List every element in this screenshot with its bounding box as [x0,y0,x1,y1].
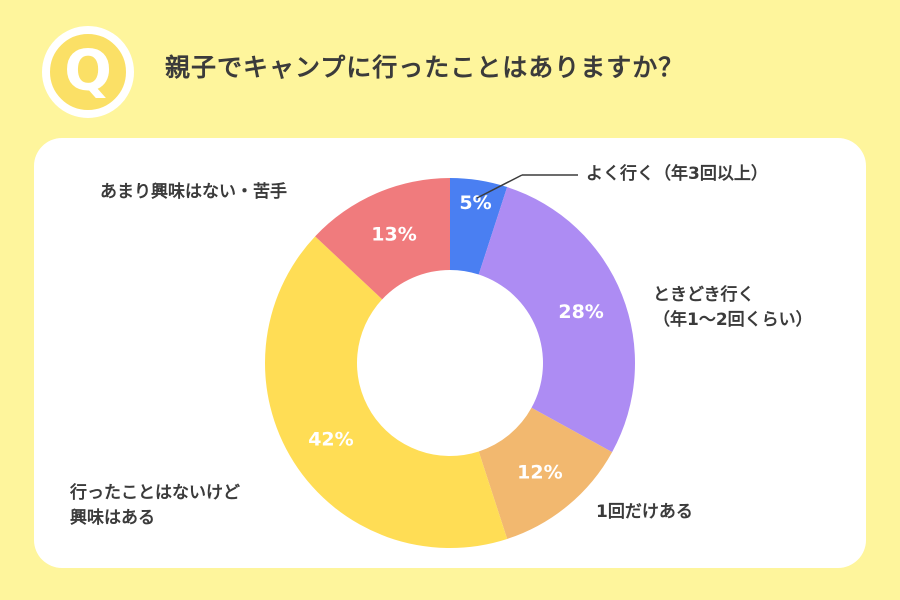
slice-once [478,407,613,539]
pct-label-not-interested: 13% [371,224,416,246]
label-sometimes-line2: （年1～2回くらい） [653,310,813,330]
slice-often [450,178,508,275]
slice-interested [265,236,508,549]
slice-sometimes [478,187,635,453]
pct-label-once: 12% [517,462,562,484]
label-sometimes-line1: ときどき行く [653,285,755,305]
pct-label-sometimes: 28% [558,301,603,323]
label-interested-line2: 興味はある [70,508,155,528]
q-letter: Q [64,39,112,104]
q-badge-icon: Q [42,26,134,118]
label-interested-line1: 行ったことはないけど [70,483,240,503]
label-not-interested: あまり興味はない・苦手 [100,182,287,202]
label-sometimes: ときどき行く （年1～2回くらい） [653,283,813,333]
label-once: 1回だけある [596,502,693,522]
leader-line-often [476,174,523,199]
slice-not-interested [315,178,450,300]
pct-label-often: 5% [459,192,491,214]
label-often: よく行く（年3回以上） [586,164,768,184]
question-title: 親子でキャンプに行ったことはありますか？ [165,53,685,82]
pct-label-interested: 42% [308,429,353,451]
label-interested: 行ったことはないけど 興味はある [70,481,240,531]
